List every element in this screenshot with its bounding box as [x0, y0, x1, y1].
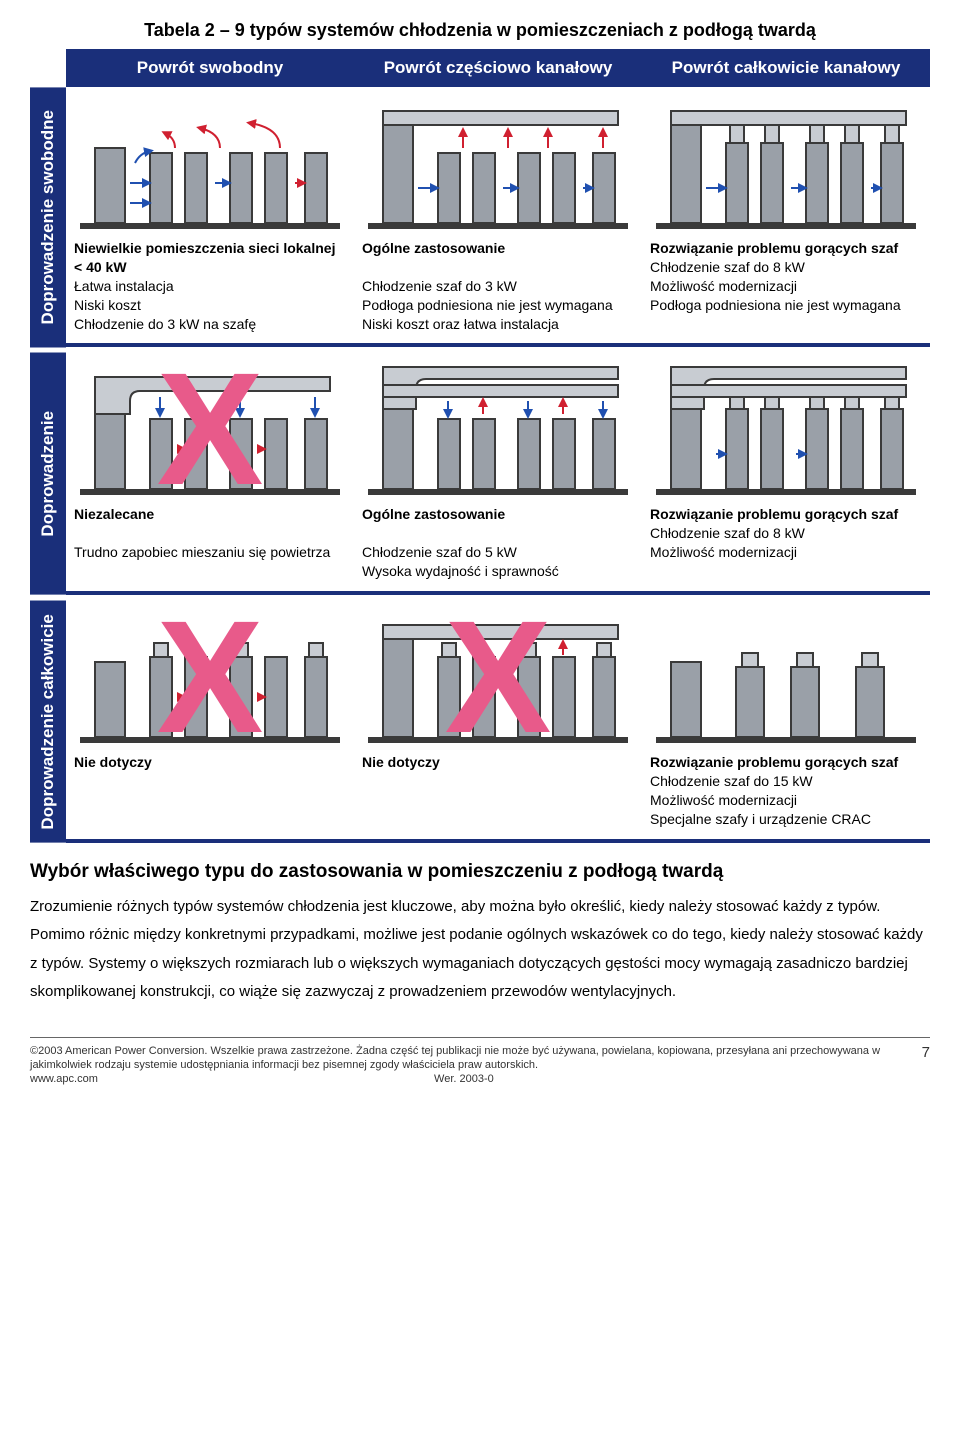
cell-title-r2c3: Rozwiązanie problemu gorących szaf: [650, 506, 898, 522]
cell-r3c2: X Nie dotyczy: [354, 601, 642, 843]
table-title: Tabela 2 – 9 typów systemów chłodzenia w…: [30, 20, 930, 41]
cell-r3c3: Rozwiązanie problemu gorących szaf Chłod…: [642, 601, 930, 843]
col-header-3: Powrót całkowicie kanałowy: [642, 49, 930, 87]
cell-r1c3: Rozwiązanie problemu gorących szaf Chłod…: [642, 87, 930, 347]
cell-r2c3: Rozwiązanie problemu gorących szaf Chłod…: [642, 353, 930, 595]
cell-r2c2: Ogólne zastosowanie Chłodzenie szaf do 5…: [354, 353, 642, 595]
body-paragraph: Zrozumienie różnych typów systemów chłod…: [30, 893, 930, 1007]
diagram-r1c3: [650, 93, 922, 233]
cell-line-r1c1-1: Niski koszt: [74, 297, 141, 313]
cell-line-r1c3-2: Podłoga podniesiona nie jest wymagana: [650, 297, 901, 313]
cell-text-r1c2: Ogólne zastosowanie Chłodzenie szaf do 3…: [362, 239, 634, 333]
cell-title-r2c1: Niezalecane: [74, 506, 154, 522]
col-header-1: Powrót swobodny: [66, 49, 354, 87]
diagram-r1c2: [362, 93, 634, 233]
cell-text-r2c3: Rozwiązanie problemu gorących szaf Chłod…: [650, 505, 922, 562]
cell-r1c2: Ogólne zastosowanie Chłodzenie szaf do 3…: [354, 87, 642, 347]
diagram-r1c1: [74, 93, 346, 233]
cell-line-r1c1-2: Chłodzenie do 3 kW na szafę: [74, 316, 256, 332]
cell-r2c1: X Niezalecane Trudno zapobiec mieszaniu …: [66, 353, 354, 595]
cell-line-r3c3-0: Chłodzenie szaf do 15 kW: [650, 773, 813, 789]
footer-version: Wer. 2003-0: [434, 1073, 494, 1085]
cell-text-r3c2: Nie dotyczy: [362, 753, 634, 772]
diagram-r2c1: X: [74, 359, 346, 499]
cell-line-r1c2-0: Chłodzenie szaf do 3 kW: [362, 278, 517, 294]
cell-line-r1c1-0: Łatwa instalacja: [74, 278, 174, 294]
cell-title-r3c2: Nie dotyczy: [362, 754, 440, 770]
cell-r1c1: Niewielkie pomieszczenia sieci lokalnej …: [66, 87, 354, 347]
page-footer: ©2003 American Power Conversion. Wszelki…: [30, 1037, 930, 1087]
cell-line-r2c1-0: Trudno zapobiec mieszaniu się powietrza: [74, 544, 330, 560]
cell-line-r1c2-2: Niski koszt oraz łatwa instalacja: [362, 316, 559, 332]
diagram-r3c1: X: [74, 607, 346, 747]
cell-text-r1c3: Rozwiązanie problemu gorących szaf Chłod…: [650, 239, 922, 315]
corner-spacer: [30, 49, 66, 87]
cell-text-r1c1: Niewielkie pomieszczenia sieci lokalnej …: [74, 239, 346, 333]
cell-line-r2c3-0: Chłodzenie szaf do 8 kW: [650, 525, 805, 541]
diagram-r2c2: [362, 359, 634, 499]
cell-title-r1c3: Rozwiązanie problemu gorących szaf: [650, 240, 898, 256]
footer-url: www.apc.com: [30, 1073, 98, 1085]
cooling-types-table: Powrót swobodny Powrót częściowo kanałow…: [30, 49, 930, 843]
cell-line-r1c3-1: Możliwość modernizacji: [650, 278, 797, 294]
cell-line-r3c3-1: Możliwość modernizacji: [650, 792, 797, 808]
cell-title-r1c2: Ogólne zastosowanie: [362, 240, 505, 256]
diagram-r3c2: X: [362, 607, 634, 747]
footer-copyright: ©2003 American Power Conversion. Wszelki…: [30, 1045, 880, 1071]
cell-line-r1c2-1: Podłoga podniesiona nie jest wymagana: [362, 297, 613, 313]
cell-title-r1c1: Niewielkie pomieszczenia sieci lokalnej …: [74, 240, 335, 275]
row-header-1: Doprowadzenie swobodne: [30, 87, 66, 347]
cell-text-r2c2: Ogólne zastosowanie Chłodzenie szaf do 5…: [362, 505, 634, 581]
diagram-r2c3: [650, 359, 922, 499]
cell-line-r1c3-0: Chłodzenie szaf do 8 kW: [650, 259, 805, 275]
cell-title-r3c1: Nie dotyczy: [74, 754, 152, 770]
cell-line-r2c3-1: Możliwość modernizacji: [650, 544, 797, 560]
cell-line-r2c2-1: Wysoka wydajność i sprawność: [362, 563, 559, 579]
cell-line-r3c3-2: Specjalne szafy i urządzenie CRAC: [650, 811, 871, 827]
row-header-2: Doprowadzenie: [30, 353, 66, 595]
cell-title-r3c3: Rozwiązanie problemu gorących szaf: [650, 754, 898, 770]
cell-text-r3c3: Rozwiązanie problemu gorących szaf Chłod…: [650, 753, 922, 829]
cell-r3c1: X Nie dotyczy: [66, 601, 354, 843]
footer-text: ©2003 American Power Conversion. Wszelki…: [30, 1044, 902, 1087]
cell-text-r2c1: Niezalecane Trudno zapobiec mieszaniu si…: [74, 505, 346, 562]
page-number: 7: [902, 1044, 930, 1061]
cell-title-r2c2: Ogólne zastosowanie: [362, 506, 505, 522]
row-header-3: Doprowadzenie całkowicie: [30, 601, 66, 843]
section-heading: Wybór właściwego typu do zastosowania w …: [30, 861, 930, 883]
col-header-2: Powrót częściowo kanałowy: [354, 49, 642, 87]
cell-line-r2c2-0: Chłodzenie szaf do 5 kW: [362, 544, 517, 560]
diagram-r3c3: [650, 607, 922, 747]
cell-text-r3c1: Nie dotyczy: [74, 753, 346, 772]
